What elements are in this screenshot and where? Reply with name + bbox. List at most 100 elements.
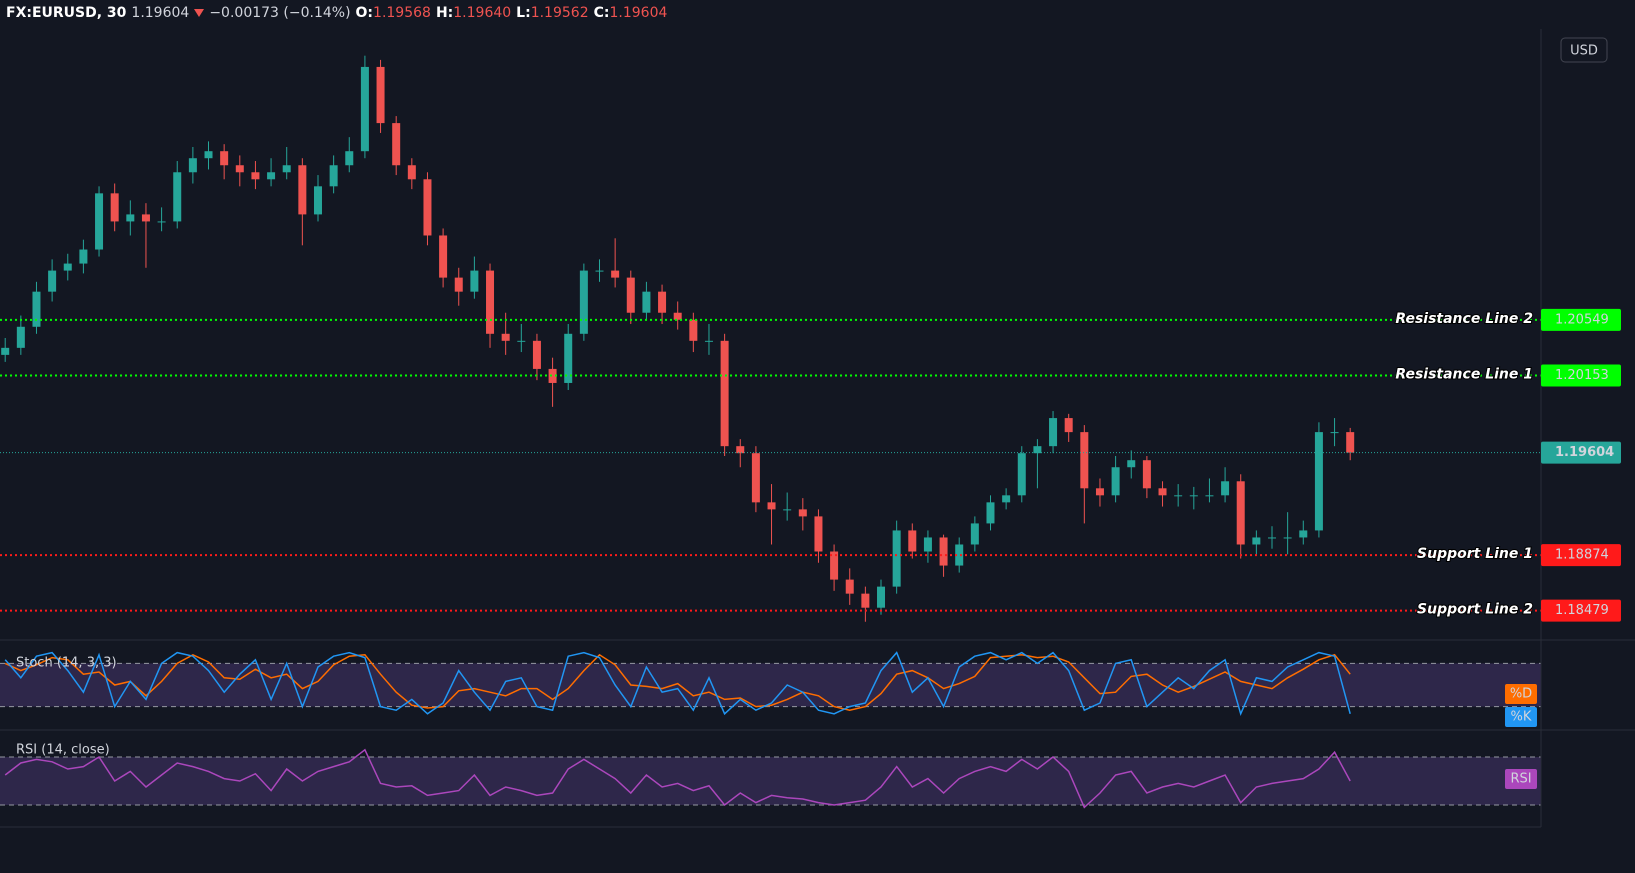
candle-body bbox=[1127, 460, 1136, 468]
candle-body bbox=[970, 523, 979, 545]
candle-body bbox=[579, 270, 588, 334]
candle-body bbox=[1033, 446, 1042, 454]
open-label: O: bbox=[355, 5, 374, 21]
candle-body bbox=[1174, 495, 1183, 497]
currency-button[interactable] bbox=[1560, 37, 1608, 63]
candle-body bbox=[1080, 432, 1089, 489]
candle-body bbox=[173, 172, 182, 222]
candle-body bbox=[313, 186, 322, 215]
candle-body bbox=[939, 537, 948, 566]
candle-body bbox=[1283, 537, 1292, 539]
candle-body bbox=[298, 165, 307, 215]
change: −0.00173 (−0.14%) bbox=[209, 5, 351, 21]
candle-body bbox=[16, 326, 25, 348]
series-tag-label: RSI bbox=[1510, 772, 1531, 787]
candle-body bbox=[1236, 481, 1245, 545]
candle-body bbox=[1158, 488, 1167, 496]
candle-body bbox=[720, 340, 729, 447]
level-tag-label: 1.20153 bbox=[1555, 368, 1609, 383]
candle-body bbox=[736, 446, 745, 454]
candle-body bbox=[486, 270, 495, 334]
series-tag-label: %K bbox=[1511, 710, 1532, 725]
candle-body bbox=[783, 509, 792, 511]
candle-body bbox=[658, 291, 667, 313]
candle-body bbox=[454, 277, 463, 292]
candle-body bbox=[376, 66, 385, 124]
candle-body bbox=[423, 179, 432, 236]
candle-body bbox=[1095, 488, 1104, 496]
close-label: C: bbox=[593, 5, 610, 21]
candle-body bbox=[32, 291, 41, 327]
series-tag bbox=[1505, 707, 1537, 727]
candle-body bbox=[1268, 537, 1277, 539]
candle-body bbox=[220, 151, 229, 166]
candle-body bbox=[1049, 418, 1058, 447]
series-tag bbox=[1505, 769, 1537, 789]
close-value: 1.19604 bbox=[609, 5, 668, 21]
candle-body bbox=[532, 340, 541, 369]
down-arrow-icon bbox=[194, 9, 205, 17]
candle-body bbox=[360, 66, 369, 152]
candle-body bbox=[141, 214, 150, 222]
level-tag bbox=[1541, 544, 1621, 567]
level-name: Resistance Line 2 bbox=[1395, 311, 1533, 327]
level-name: Support Line 2 bbox=[1417, 602, 1533, 618]
candle-body bbox=[392, 123, 401, 166]
last-price-label: 1.19604 bbox=[1555, 445, 1614, 460]
candle-body bbox=[188, 158, 197, 173]
candle-body bbox=[642, 291, 651, 313]
candle-body bbox=[564, 333, 573, 383]
candle-body bbox=[1, 347, 10, 355]
series-tag bbox=[1505, 684, 1537, 704]
candle-body bbox=[986, 502, 995, 524]
candle-body bbox=[1002, 495, 1011, 503]
candle-body bbox=[329, 165, 338, 187]
candle-body bbox=[955, 544, 964, 566]
candle-body bbox=[611, 270, 620, 278]
candle-body bbox=[1017, 453, 1026, 496]
marks-layer bbox=[0, 55, 1541, 809]
candle-body bbox=[470, 270, 479, 292]
candle-body bbox=[798, 509, 807, 517]
indicator-line bbox=[4, 748, 1351, 809]
currency-button-label[interactable]: USD bbox=[1570, 44, 1598, 59]
level-tag bbox=[1541, 364, 1621, 387]
candle-body bbox=[877, 586, 886, 608]
candle-body bbox=[704, 340, 713, 342]
open-value: 1.19568 bbox=[373, 5, 431, 21]
candle-body bbox=[1299, 530, 1308, 538]
candle-body bbox=[1346, 432, 1355, 453]
candle-body bbox=[892, 530, 901, 587]
candle-body bbox=[689, 319, 698, 341]
candle-body bbox=[267, 172, 276, 180]
candle-body bbox=[95, 193, 104, 250]
candle-body bbox=[861, 593, 870, 608]
low-value: 1.19562 bbox=[530, 5, 589, 21]
level-tag bbox=[1541, 308, 1621, 331]
candle-body bbox=[110, 193, 119, 222]
candle-body bbox=[251, 172, 260, 180]
last-price: 1.19604 bbox=[131, 5, 190, 21]
level-tag-label: 1.18479 bbox=[1555, 603, 1609, 618]
candle-body bbox=[1252, 537, 1261, 545]
high-value: 1.19640 bbox=[453, 5, 512, 21]
candle-body bbox=[908, 530, 917, 552]
candle-body bbox=[814, 516, 823, 552]
candle-body bbox=[439, 235, 448, 278]
candle-body bbox=[595, 270, 604, 272]
candle-body bbox=[767, 502, 776, 510]
candle-body bbox=[1189, 495, 1198, 497]
candle-body bbox=[407, 165, 416, 180]
labels-layer: 1.19604 Resistance Line 2 1.20549 Resistanc… bbox=[16, 308, 1621, 789]
candle-body bbox=[126, 214, 135, 222]
candle-body bbox=[204, 151, 213, 159]
candle-body bbox=[282, 165, 291, 173]
level-tag-label: 1.18874 bbox=[1555, 548, 1609, 563]
candle-body bbox=[673, 312, 682, 320]
candle-body bbox=[1330, 432, 1339, 434]
candle-body bbox=[235, 165, 244, 173]
low-label: L: bbox=[516, 5, 531, 21]
